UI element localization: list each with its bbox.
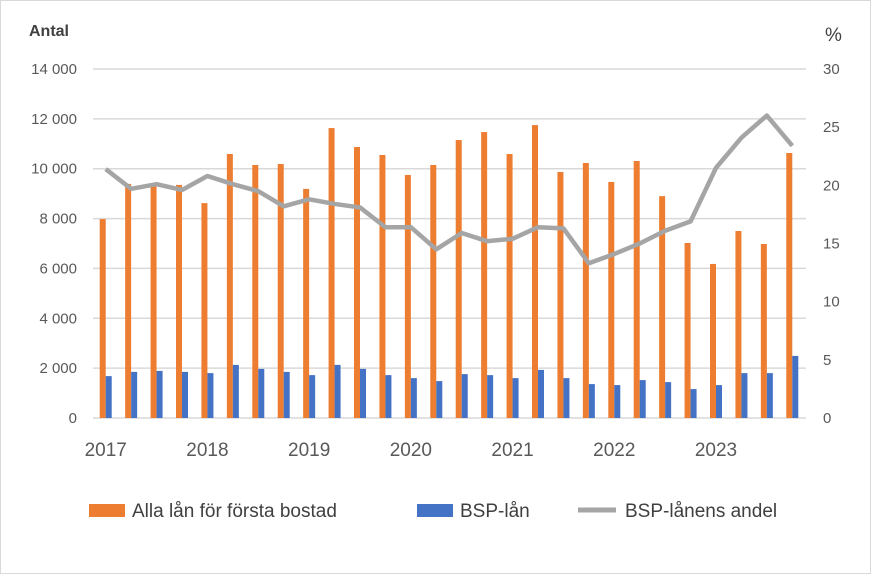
left-tick-label: 2 000 [39, 360, 77, 377]
bar-all-loans [761, 244, 767, 418]
bar-all-loans [608, 182, 614, 418]
bar-bsp-loans [131, 372, 137, 418]
bar-all-loans [354, 147, 360, 418]
legend-label-bsp-share: BSP-lånens andel [625, 501, 777, 522]
bar-bsp-loans [284, 372, 290, 418]
bar-all-loans [430, 165, 436, 418]
bar-all-loans [379, 155, 385, 418]
bar-all-loans [303, 189, 309, 418]
x-year-label: 2023 [695, 440, 737, 461]
right-tick-label: 15 [823, 236, 840, 253]
right-tick-label: 30 [823, 61, 840, 78]
x-year-label: 2020 [390, 440, 432, 461]
bar-all-loans [405, 175, 411, 418]
bar-all-loans [735, 231, 741, 418]
legend-label-bsp-loans: BSP-lån [460, 501, 530, 522]
bar-bsp-loans [385, 375, 391, 418]
bar-bsp-loans [258, 369, 264, 418]
right-tick-label: 10 [823, 294, 840, 311]
bar-bsp-loans [741, 373, 747, 418]
bar-all-loans [557, 172, 563, 418]
bar-bsp-loans [106, 376, 112, 418]
bar-all-loans [329, 128, 335, 418]
legend-swatch-all-loans [89, 504, 125, 517]
left-tick-label: 6 000 [39, 260, 77, 277]
bar-bsp-loans [691, 389, 697, 418]
left-tick-label: 10 000 [31, 161, 77, 178]
bar-bsp-loans [767, 373, 773, 418]
right-tick-label: 20 [823, 177, 840, 194]
bar-all-loans [685, 243, 691, 418]
bar-bsp-loans [665, 382, 671, 418]
left-tick-label: 8 000 [39, 211, 77, 228]
bar-bsp-loans [207, 373, 213, 418]
bar-bsp-loans [335, 365, 341, 418]
legend: Alla lån för första bostad BSP-lån BSP-l… [89, 501, 777, 522]
bar-bsp-loans [538, 370, 544, 418]
bar-bsp-loans [360, 369, 366, 418]
bar-all-loans [100, 219, 106, 418]
x-year-label: 2021 [491, 440, 533, 461]
bar-all-loans [786, 153, 792, 418]
bar-bsp-loans [182, 372, 188, 418]
bar-bsp-loans [513, 378, 519, 418]
bar-all-loans [125, 184, 131, 418]
bar-bsp-loans [716, 385, 722, 418]
bar-bsp-loans [233, 365, 239, 418]
bar-all-loans [252, 165, 258, 418]
bar-all-loans [583, 163, 589, 418]
bar-bsp-loans [563, 378, 569, 418]
legend-label-all-loans: Alla lån för första bostad [132, 501, 337, 522]
bar-all-loans [201, 203, 207, 418]
line-bsp-share [106, 116, 793, 264]
bar-all-loans [634, 161, 640, 418]
bar-all-loans [710, 264, 716, 418]
right-axis-title: % [825, 25, 842, 46]
bar-bsp-loans [436, 381, 442, 418]
bar-all-loans [176, 185, 182, 418]
legend-swatch-bsp-loans [417, 504, 453, 517]
right-tick-label: 25 [823, 119, 840, 136]
bar-all-loans [481, 132, 487, 418]
bar-bsp-loans [614, 385, 620, 418]
x-year-label: 2018 [186, 440, 228, 461]
left-tick-label: 0 [69, 410, 77, 427]
bar-bsp-loans [792, 356, 798, 418]
bar-bsp-loans [157, 371, 163, 418]
left-tick-label: 14 000 [31, 61, 77, 78]
x-year-label: 2017 [85, 440, 127, 461]
bar-all-loans [151, 185, 157, 418]
right-tick-label: 0 [823, 410, 831, 427]
right-tick-label: 5 [823, 352, 831, 369]
bar-bsp-loans [589, 384, 595, 418]
bar-all-loans [456, 140, 462, 418]
x-year-label: 2019 [288, 440, 330, 461]
bar-all-loans [227, 154, 233, 418]
left-tick-label: 12 000 [31, 111, 77, 128]
bar-bsp-loans [462, 374, 468, 418]
left-tick-label: 4 000 [39, 310, 77, 327]
bar-bsp-loans [640, 380, 646, 418]
bar-all-loans [532, 125, 538, 418]
left-axis-title: Antal [29, 23, 69, 40]
bar-all-loans [507, 154, 513, 418]
bar-bsp-loans [309, 375, 315, 418]
bar-bsp-loans [487, 375, 493, 418]
x-year-label: 2022 [593, 440, 635, 461]
bar-bsp-loans [411, 378, 417, 418]
